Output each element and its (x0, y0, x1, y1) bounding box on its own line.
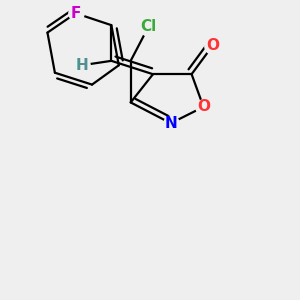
Text: O: O (197, 99, 210, 114)
Text: Cl: Cl (140, 19, 157, 34)
Text: N: N (164, 116, 177, 131)
Text: O: O (206, 38, 219, 53)
Text: H: H (75, 58, 88, 73)
Text: F: F (70, 6, 81, 21)
